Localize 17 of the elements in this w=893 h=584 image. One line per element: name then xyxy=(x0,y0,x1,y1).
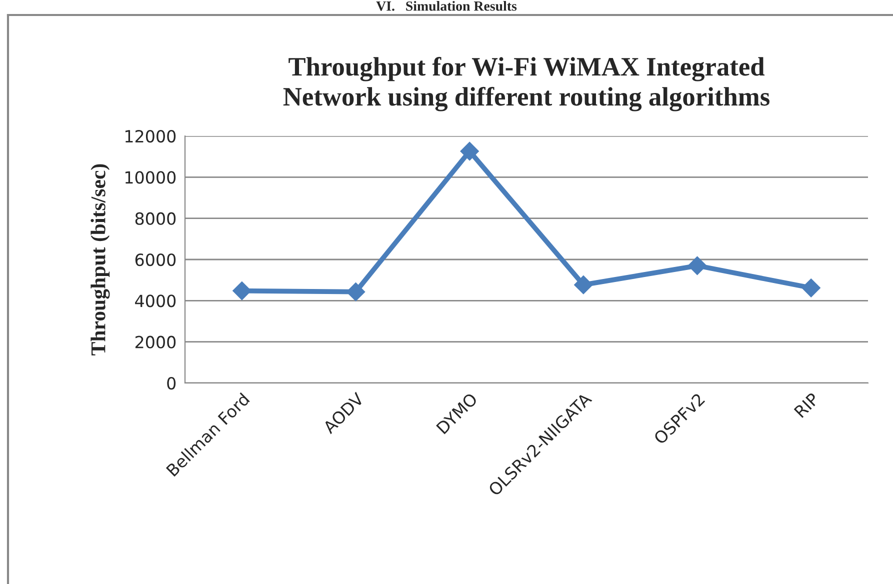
y-tick-label: 2000 xyxy=(135,336,176,348)
chart-title: Throughput for Wi-Fi WiMAX Integrated Network using different routing algorithms xyxy=(283,56,770,112)
y-tick-label: 6000 xyxy=(135,253,176,266)
x-tick-label: RIP xyxy=(794,392,820,418)
text: VI. Simulation Results xyxy=(376,1,517,11)
y-tick-label: 0 xyxy=(167,376,176,390)
point xyxy=(232,281,252,300)
y-tick-label: 8000 xyxy=(135,212,176,225)
point xyxy=(346,282,366,302)
y-tick-label: 4000 xyxy=(135,294,176,308)
y-axis-title: Throughput (bits/sec) xyxy=(90,164,110,356)
point xyxy=(688,256,707,276)
y-tick-label: 10000 xyxy=(125,171,176,184)
point xyxy=(574,275,593,294)
point xyxy=(460,142,479,161)
y-tick-label: 12000 xyxy=(125,130,176,143)
point xyxy=(802,278,820,298)
